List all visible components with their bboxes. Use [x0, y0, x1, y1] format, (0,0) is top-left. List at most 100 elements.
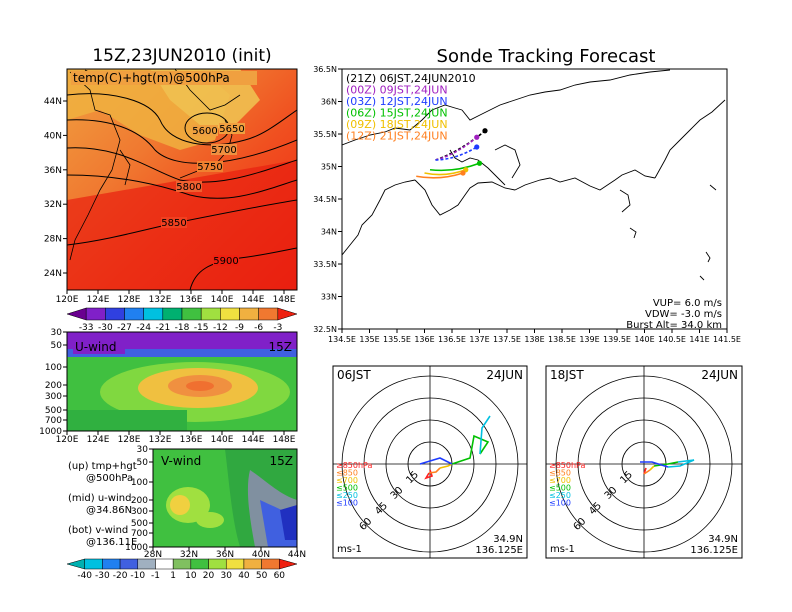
lon-tick-label: 135E	[359, 335, 379, 344]
colorbar-label: -20	[113, 571, 128, 581]
sonde-track-line	[429, 162, 480, 172]
lon-tick-label: 148E	[273, 435, 296, 445]
colorbar-label: -27	[117, 323, 132, 333]
lon-tick-label: 141E	[689, 335, 709, 344]
pressure-level-legend: ≤850	[549, 469, 571, 478]
pressure-tick-label: 1000	[125, 543, 148, 553]
contour-label: 5800	[176, 182, 201, 193]
lat-tick-label: 36.5N	[313, 65, 337, 74]
contour-label: 5650	[219, 124, 244, 135]
lat-tick-label: 34.5N	[313, 195, 337, 204]
lat-tick-label: 36N	[44, 166, 62, 176]
colorbar-label: -1	[151, 571, 160, 581]
pressure-level-legend: ≤250	[336, 491, 358, 500]
colorbar-swatch	[84, 558, 103, 570]
run-legend-entry: (06Z) 15JST,24JUN	[346, 107, 448, 120]
colorbar-swatch	[66, 307, 87, 321]
hodograph-date: 24JUN	[486, 368, 523, 382]
lon-tick-label: 132E	[149, 295, 172, 305]
lon-tick-label: 120E	[56, 435, 79, 445]
lat-tick-label: 28N	[144, 550, 162, 560]
pressure-tick-label: 100	[45, 363, 62, 373]
lat-tick-label: 32.5N	[313, 325, 337, 334]
vup-text: VUP= 6.0 m/s	[653, 298, 722, 309]
hodograph-unit: ms-1	[550, 544, 575, 555]
colorbar-swatch	[155, 558, 174, 570]
colorbar-label: 1	[170, 571, 176, 581]
lon-tick-label: 124E	[87, 295, 110, 305]
hodograph-trace	[479, 415, 491, 455]
sonde-landing-point	[476, 160, 483, 166]
contour-label: 5750	[197, 162, 222, 173]
colorbar-swatch	[277, 307, 298, 321]
hodograph-trace	[419, 457, 453, 465]
vwind-lat-axis: 28N 32N 36N 40N 44N	[144, 547, 306, 560]
right-title: Sonde Tracking Forecast	[437, 46, 656, 67]
lon-tick-label: 132E	[149, 435, 172, 445]
colorbar-label: 10	[185, 571, 197, 581]
run-legend-entry: (00Z) 09JST,24JUN	[346, 84, 448, 97]
sonde-track-line	[416, 172, 464, 179]
sonde-landing-point	[460, 170, 466, 176]
colorbar-label: -15	[194, 323, 209, 333]
lat-tick-label: 33.5N	[313, 260, 337, 269]
hodograph-unit: ms-1	[337, 544, 362, 555]
map-lon-axis: 134.5E 135E 135.5E 136E 136.5E 137E 137.5E 138E…	[328, 329, 741, 344]
contour-label: 5600	[192, 126, 217, 137]
legend-mid-line1: (mid) u-wind	[68, 493, 131, 504]
lat-tick-label: 40N	[44, 131, 62, 141]
lon-tick-label: 138.5E	[548, 335, 576, 344]
colorbar-swatch	[162, 307, 183, 321]
legend-bot-line2: @136.11E	[86, 537, 137, 548]
vwind-label: V-wind	[161, 454, 201, 468]
colorbar-label: -30	[98, 323, 113, 333]
colorbar-swatch	[102, 558, 121, 570]
lon-tick-label: 128E	[118, 295, 141, 305]
contour-label: 5700	[211, 145, 236, 156]
colorbar-label: 30	[221, 571, 233, 581]
colorbar-label: 50	[256, 571, 268, 581]
colorbar-swatch	[200, 307, 221, 321]
run-legend-entry: (21Z) 06JST,24JUN2010	[346, 72, 476, 85]
vwind-time: 15Z	[270, 454, 294, 468]
colorbar-label: -9	[235, 323, 244, 333]
pressure-tick-label: 200	[131, 496, 148, 506]
pressure-level-legend: ≤700	[336, 476, 358, 485]
map-lat-axis: 36.5N 36N 35.5N 35N 34.5N 34N 33.5N 33N 32.5N	[313, 65, 342, 334]
colorbar-swatch	[85, 307, 106, 321]
pressure-tick-label: 100	[131, 478, 148, 488]
colorbar-swatch	[243, 558, 262, 570]
colorbar-label: 60	[274, 571, 286, 581]
pressure-tick-label: 1000	[39, 427, 62, 437]
pressure-tick-label: 50	[137, 458, 149, 468]
colorbar-swatch	[220, 307, 240, 321]
colorbar-swatch	[279, 558, 298, 570]
colorbar-swatch	[261, 558, 280, 570]
colorbar-label: 20	[203, 571, 215, 581]
hodograph-lon: 136.125E	[475, 545, 523, 556]
hodograph-lat: 34.9N	[493, 534, 523, 545]
run-legend-entry: (03Z) 12JST,24JUN	[346, 95, 448, 108]
legend-up-line2: @500hPa	[86, 473, 133, 484]
legend-mid-line2: @34.86N	[86, 505, 132, 516]
wind-colorbar: -40 -30 -20 -10 -1 1 10 20 30 40 50 60	[66, 558, 298, 581]
colorbar-swatch	[258, 307, 279, 321]
lon-tick-label: 136E	[414, 335, 434, 344]
pressure-level-legend: ≤250	[549, 491, 571, 500]
lon-tick-label: 138E	[524, 335, 544, 344]
legend-up-line1: (up) tmp+hgt	[68, 461, 137, 472]
sonde-landing-point	[474, 144, 480, 150]
lon-tick-label: 124E	[87, 435, 110, 445]
left-title: 15Z,23JUN2010 (init)	[92, 46, 271, 66]
hodograph-lon: 136.125E	[690, 545, 738, 556]
colorbar-label: -21	[155, 323, 170, 333]
lat-tick-label: 34N	[321, 228, 337, 237]
colorbar-label: 40	[238, 571, 250, 581]
colorbar-swatch	[172, 558, 192, 570]
sonde-landing-point	[474, 134, 480, 140]
hodograph-lat: 34.9N	[708, 534, 738, 545]
